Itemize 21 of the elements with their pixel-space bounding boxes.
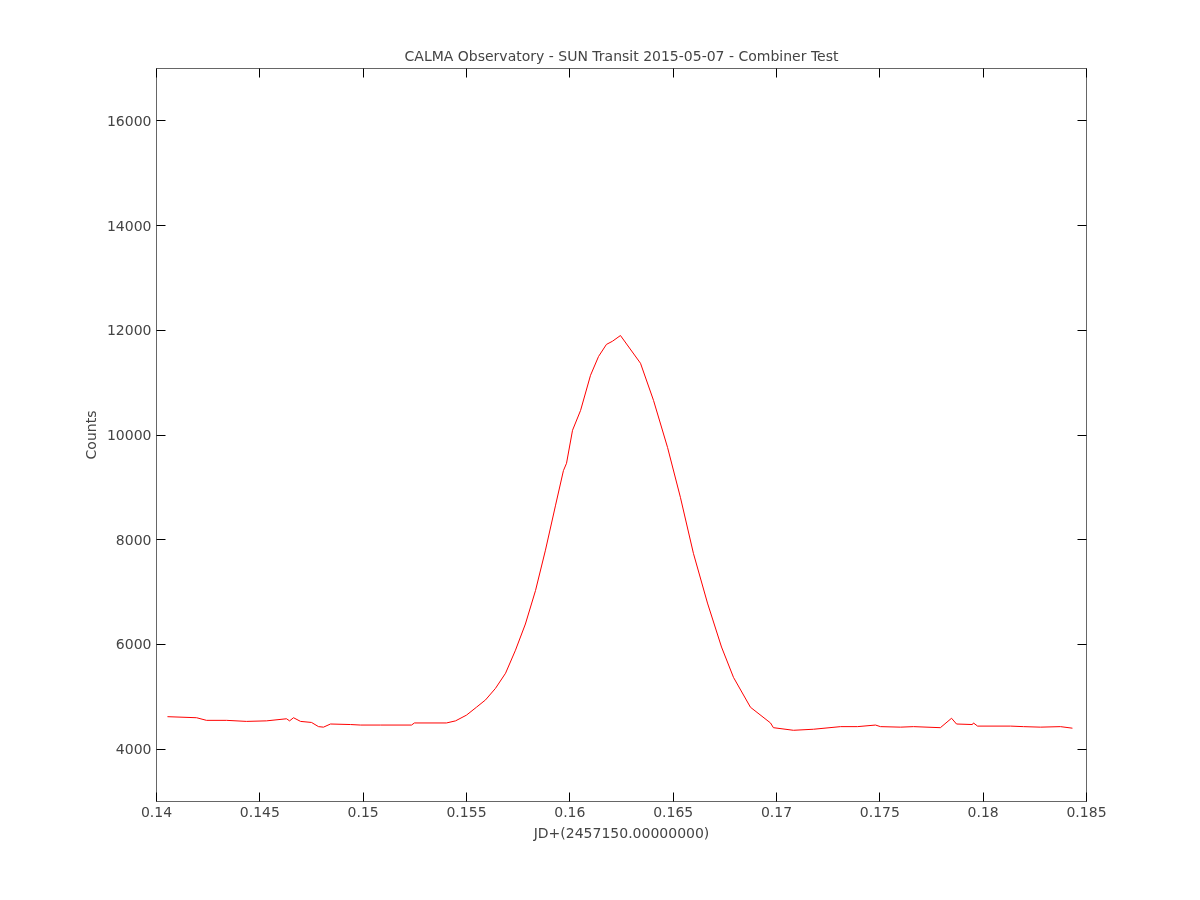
y-tick-label: 16000 <box>106 112 152 129</box>
x-tick-label: 0.15 <box>347 803 379 820</box>
line-series <box>166 335 1073 731</box>
y-tick-label: 6000 <box>115 636 152 653</box>
y-tick-label: 12000 <box>106 322 152 339</box>
y-tick-label: 10000 <box>106 427 152 443</box>
chart-title: CALMA Observatory - SUN Transit 2015-05-07 - Combiner Test <box>404 47 839 64</box>
x-axis-title: JD+(2457150.00000000) <box>532 824 710 841</box>
x-tick-label: 0.14 <box>140 803 173 820</box>
x-tick-label: 0.165 <box>653 803 694 820</box>
x-tick-label: 0.175 <box>859 803 900 820</box>
y-axis-title: Counts <box>82 410 99 460</box>
x-tick-label: 0.18 <box>967 803 999 820</box>
y-tick-label: 4000 <box>115 741 152 758</box>
y-tick-label: 14000 <box>106 217 152 234</box>
x-tick-label: 0.155 <box>446 803 487 820</box>
x-tick-label: 0.16 <box>554 803 586 820</box>
x-tick-label: 0.185 <box>1066 803 1107 820</box>
x-tick-label: 0.145 <box>239 803 280 820</box>
y-tick-label: 8000 <box>115 531 152 548</box>
x-tick-label: 0.17 <box>760 803 793 820</box>
